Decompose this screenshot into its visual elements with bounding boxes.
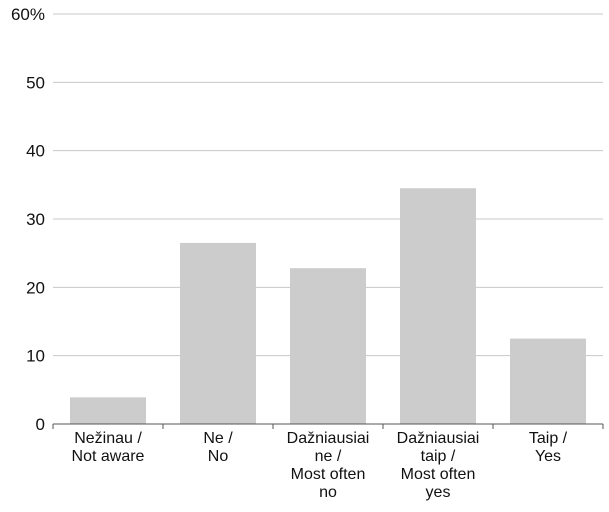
x-tick-label: Dažniausiai taip / Most often yes (397, 430, 480, 501)
y-tick-label: 40 (26, 142, 45, 161)
x-tick-label-line: Ne / (203, 430, 233, 447)
y-tick-label: 60% (11, 5, 45, 24)
x-tick-label-line: Taip / (529, 430, 568, 447)
x-tick-label-line: no (319, 484, 337, 501)
x-tick-label: Taip / Yes (529, 430, 568, 465)
y-tick-label: 20 (26, 278, 45, 297)
bar (290, 268, 366, 424)
x-tick-label: Ne / No (203, 430, 233, 465)
y-tick-label: 50 (26, 73, 45, 92)
x-tick-label: Dažniausiai ne / Most often no (287, 430, 370, 501)
x-tick-label-line: yes (426, 484, 451, 501)
bar (70, 397, 146, 424)
x-tick-label-line: No (208, 448, 229, 465)
x-tick-label-line: Most often (401, 466, 476, 483)
x-tick-label-line: ne / (315, 448, 342, 465)
x-tick-label-line: Dažniausiai (397, 430, 480, 447)
x-tick-label-line: Dažniausiai (287, 430, 370, 447)
x-tick-label-line: taip / (421, 448, 456, 465)
x-tick-label-line: Yes (535, 448, 561, 465)
bar (400, 188, 476, 424)
bar (510, 338, 586, 424)
y-tick-label: 30 (26, 210, 45, 229)
y-tick-label: 0 (36, 415, 45, 434)
y-tick-labels: 0 10 20 30 40 50 60% (11, 5, 45, 434)
y-tick-label: 10 (26, 347, 45, 366)
x-tick-label-line: Not aware (72, 448, 145, 465)
x-axis (52, 423, 604, 429)
x-tick-label-line: Nežinau / (74, 430, 142, 447)
bar (180, 242, 256, 424)
bars (70, 188, 586, 424)
x-tick-label: Nežinau / Not aware (72, 430, 145, 465)
x-tick-label-line: Most often (291, 466, 366, 483)
